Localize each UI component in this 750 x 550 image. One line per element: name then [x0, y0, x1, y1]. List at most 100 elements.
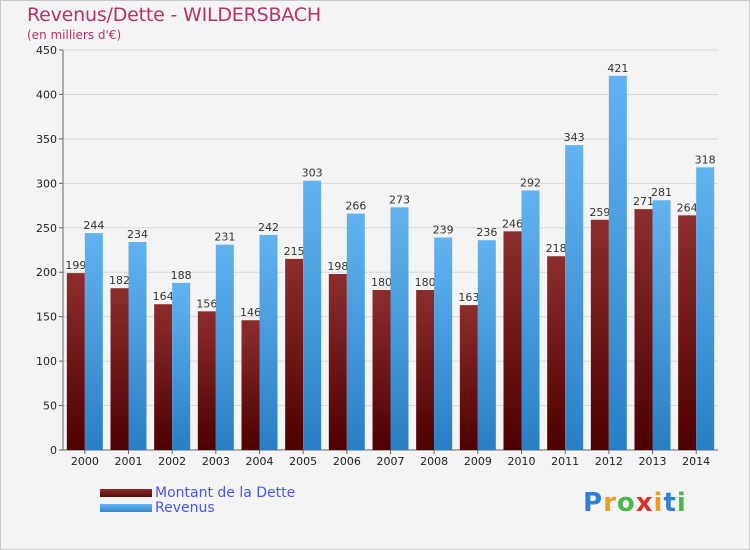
value-label-debt: 146 [240, 306, 261, 319]
y-tick-label: 50 [43, 400, 57, 413]
bar-revenus [346, 213, 365, 450]
x-tick-label: 2009 [464, 455, 492, 468]
bar-debt [197, 311, 216, 450]
value-label-revenus: 239 [433, 224, 454, 237]
chart-subtitle: (en milliers d'€) [27, 28, 122, 42]
y-tick-label: 250 [36, 222, 57, 235]
logo-letter: t [663, 488, 677, 518]
value-label-revenus: 242 [258, 221, 279, 234]
y-tick-label: 300 [36, 177, 57, 190]
x-tick-label: 2006 [333, 455, 361, 468]
logo-letter: i [653, 488, 664, 518]
bar-revenus [215, 244, 234, 450]
bar-debt [285, 258, 304, 450]
value-label-debt: 182 [109, 274, 130, 287]
y-tick-label: 350 [36, 133, 57, 146]
y-tick-label: 400 [36, 88, 57, 101]
value-label-revenus: 292 [520, 176, 541, 189]
bar-revenus [259, 234, 278, 450]
x-tick-label: 2002 [158, 455, 186, 468]
value-label-debt: 264 [677, 201, 698, 214]
value-label-revenus: 234 [127, 228, 148, 241]
bar-debt [372, 290, 391, 450]
x-tick-label: 2013 [639, 455, 667, 468]
bar-revenus [608, 75, 627, 451]
y-tick-label: 450 [36, 44, 57, 57]
proxiti-logo: Proxiti [583, 488, 687, 518]
value-label-revenus: 273 [389, 193, 410, 206]
bar-debt [678, 215, 697, 450]
legend-label-revenus: Revenus [155, 500, 215, 516]
bar-debt [154, 304, 173, 450]
value-label-revenus: 266 [345, 200, 366, 213]
value-label-revenus: 244 [83, 219, 104, 232]
bar-debt [459, 305, 478, 450]
value-label-debt: 271 [633, 195, 654, 208]
bar-debt [503, 231, 522, 450]
logo-letter: r [603, 488, 617, 518]
bar-debt [241, 320, 260, 450]
value-label-debt: 259 [589, 206, 610, 219]
bar-revenus [696, 167, 715, 451]
value-label-revenus: 318 [695, 153, 716, 166]
value-label-revenus: 188 [171, 269, 192, 282]
x-tick-label: 2011 [551, 455, 579, 468]
chart-title: Revenus/Dette - WILDERSBACH [27, 4, 321, 26]
value-label-debt: 215 [284, 245, 305, 258]
bar-revenus [434, 237, 453, 450]
x-tick-label: 2007 [377, 455, 405, 468]
bar-revenus [521, 190, 540, 450]
bar-revenus [128, 242, 147, 450]
x-tick-label: 2001 [115, 455, 143, 468]
y-tick-label: 100 [36, 355, 57, 368]
x-tick-label: 2004 [246, 455, 274, 468]
bar-debt [110, 288, 129, 450]
value-label-revenus: 343 [564, 131, 585, 144]
x-tick-label: 2003 [202, 455, 230, 468]
value-label-revenus: 303 [302, 167, 323, 180]
value-label-revenus: 421 [607, 62, 628, 75]
bar-revenus [84, 233, 103, 450]
logo-letter: x [635, 488, 654, 518]
x-tick-label: 2014 [682, 455, 710, 468]
legend-label-debt: Montant de la Dette [155, 485, 296, 501]
value-label-debt: 199 [65, 259, 86, 272]
bar-debt [634, 209, 653, 450]
bar-debt [590, 219, 609, 450]
value-label-revenus: 236 [476, 226, 497, 239]
bar-debt [328, 274, 347, 450]
x-tick-label: 2008 [420, 455, 448, 468]
bar-revenus [303, 180, 322, 450]
value-label-debt: 180 [415, 276, 436, 289]
value-label-debt: 180 [371, 276, 392, 289]
bar-revenus [172, 282, 191, 450]
bar-revenus [477, 240, 496, 450]
value-label-debt: 164 [153, 290, 174, 303]
bar-revenus [390, 207, 409, 450]
x-tick-label: 2000 [71, 455, 99, 468]
value-label-revenus: 231 [214, 231, 235, 244]
y-tick-label: 200 [36, 266, 57, 279]
value-label-debt: 156 [196, 297, 217, 310]
bar-debt [547, 256, 566, 450]
logo-letter: o [616, 488, 636, 518]
value-label-debt: 198 [327, 260, 348, 273]
legend-swatch-revenus [100, 504, 152, 512]
value-label-debt: 218 [546, 242, 567, 255]
logo-letter: i [676, 488, 687, 518]
x-tick-label: 2012 [595, 455, 623, 468]
y-tick-label: 0 [50, 444, 57, 457]
bar-revenus [565, 145, 584, 450]
value-label-debt: 163 [458, 291, 479, 304]
bar-revenus [652, 200, 671, 450]
y-tick-label: 150 [36, 311, 57, 324]
value-label-debt: 246 [502, 217, 523, 230]
logo-letter: P [583, 488, 604, 518]
bar-debt [66, 273, 85, 450]
value-label-revenus: 281 [651, 186, 672, 199]
bar-debt [416, 290, 435, 450]
legend-swatch-debt [100, 489, 152, 497]
x-tick-label: 2010 [508, 455, 536, 468]
x-tick-label: 2005 [289, 455, 317, 468]
